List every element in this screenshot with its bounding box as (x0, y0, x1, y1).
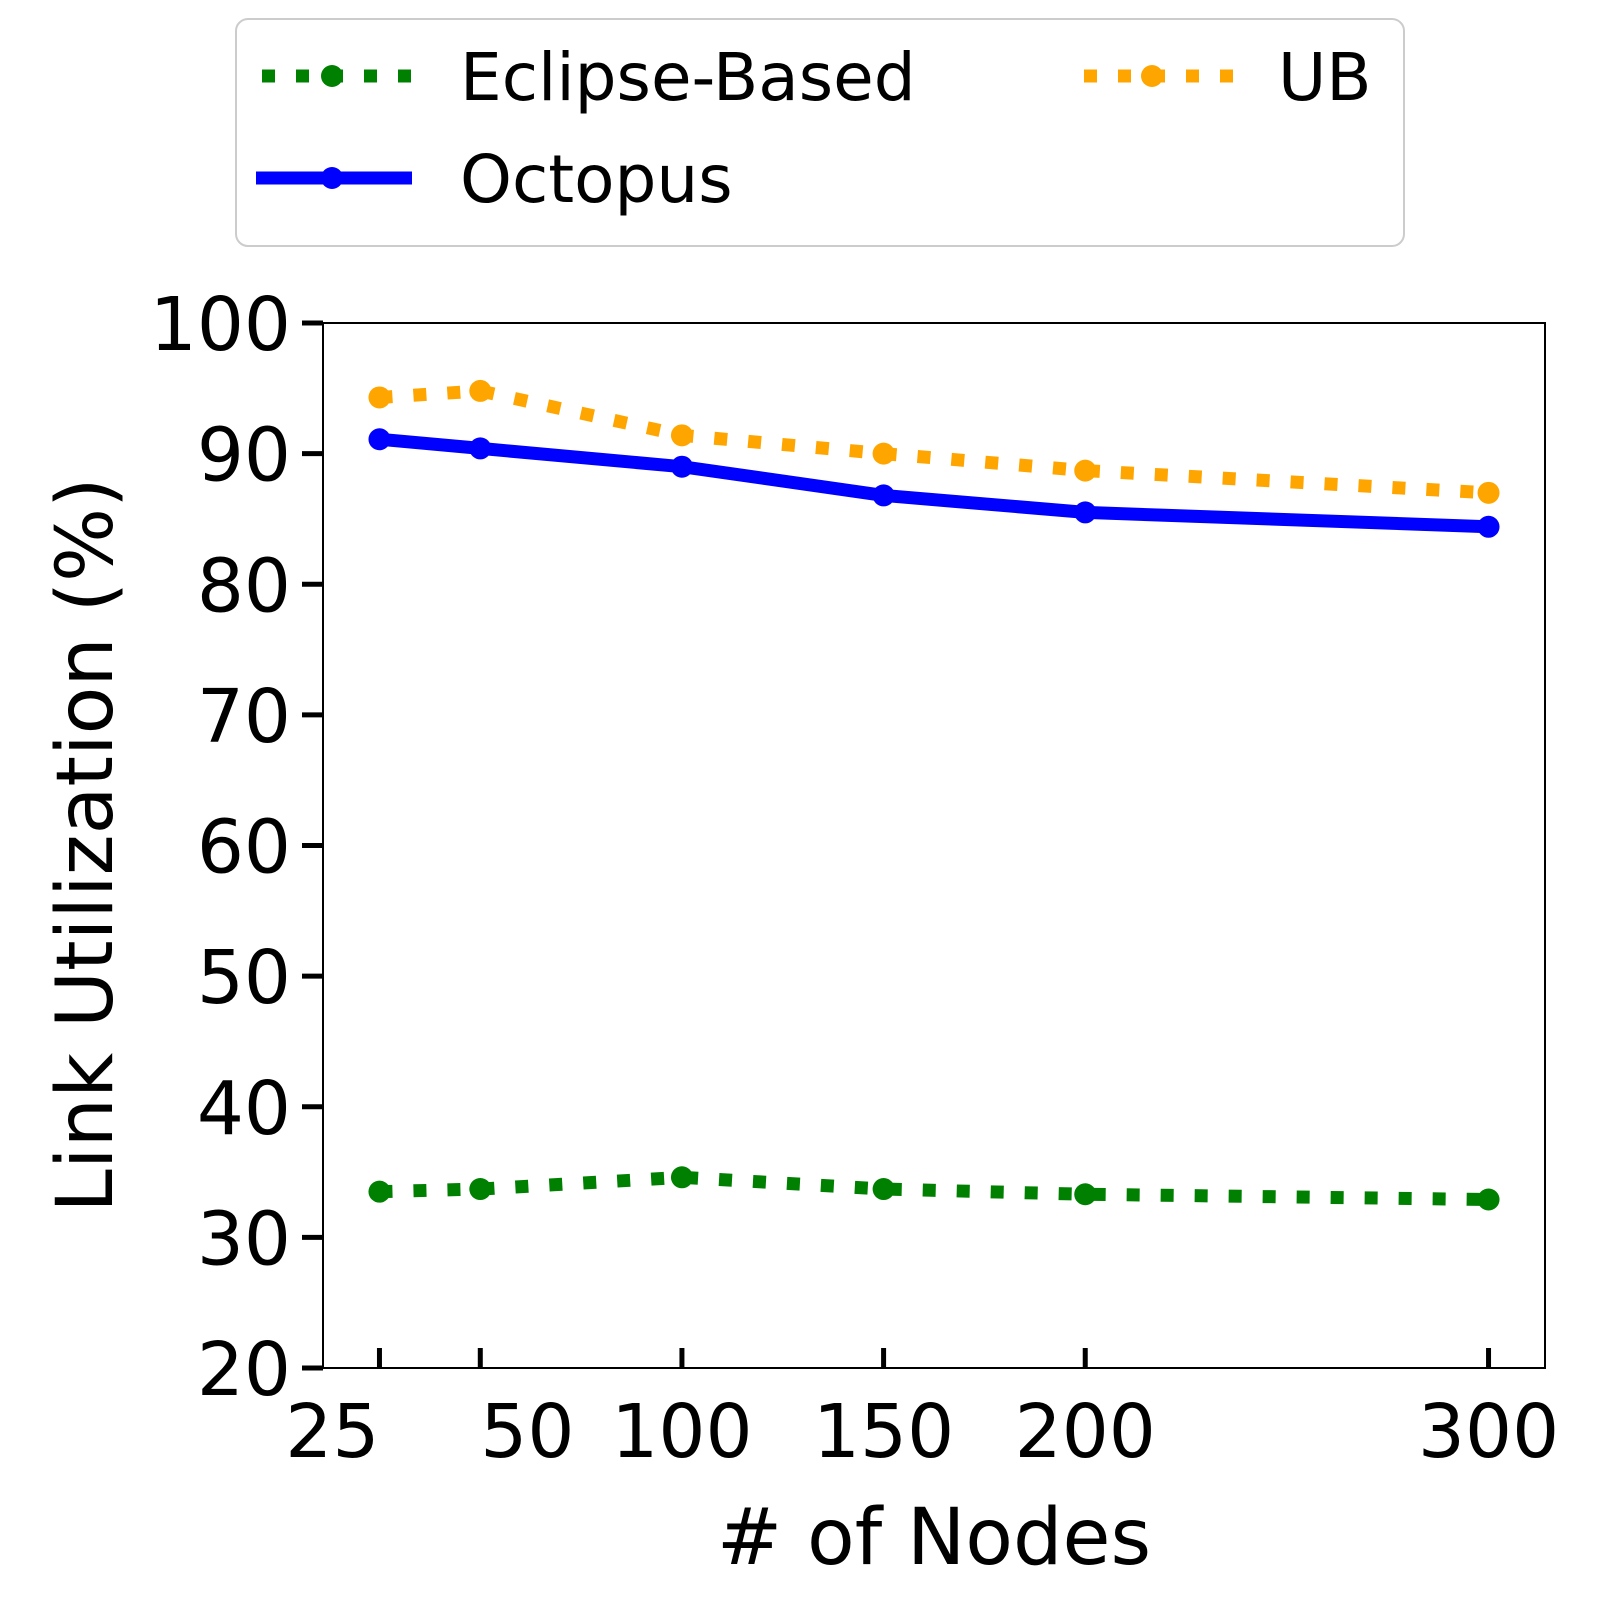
data-point-octopus (872, 484, 895, 507)
legend-item-ub: UB (1084, 39, 1372, 116)
legend-marker-octopus (321, 167, 343, 189)
data-point-octopus (469, 437, 492, 460)
data-point-ub (1074, 459, 1097, 482)
legend: Eclipse-Based Octopus UB (235, 18, 1405, 247)
y-tick-label: 80 (197, 543, 291, 629)
legend-marker-ub (1141, 65, 1163, 87)
y-tick-label: 60 (197, 805, 291, 891)
y-tick-label: 20 (197, 1327, 291, 1413)
x-tick-label: 300 (1418, 1389, 1559, 1475)
y-tick-label: 70 (197, 674, 291, 760)
data-point-ub (670, 424, 693, 447)
data-point-eclipse-based (1074, 1183, 1097, 1206)
data-point-eclipse-based (670, 1166, 693, 1189)
data-point-eclipse-based (368, 1180, 391, 1203)
y-axis-title: Link Utilization (%) (41, 477, 131, 1212)
legend-label-octopus: Octopus (460, 141, 733, 218)
legend-item-octopus: Octopus (256, 141, 733, 218)
y-tick-label: 40 (197, 1066, 291, 1152)
legend-label-eclipse-based: Eclipse-Based (460, 39, 916, 116)
legend-marker-eclipse-based (321, 65, 343, 87)
series-line-eclipse-based (379, 1170, 1489, 1206)
axis-ticks: 20 30 40 50 60 70 80 90 100 25 50 100 150 200 300 (150, 282, 1559, 1475)
x-tick-label: 50 (480, 1389, 574, 1475)
data-point-ub (872, 442, 895, 465)
x-axis-title: # of Nodes (717, 1493, 1151, 1583)
data-point-ub (368, 386, 391, 409)
y-tick-label: 30 (197, 1196, 291, 1282)
data-point-ub (469, 379, 492, 402)
x-tick-label: 200 (1015, 1389, 1156, 1475)
x-tick-label: 100 (611, 1389, 752, 1475)
x-tick-label: 150 (813, 1389, 954, 1475)
legend-item-eclipse-based: Eclipse-Based (262, 39, 916, 116)
data-point-eclipse-based (872, 1178, 895, 1201)
data-point-eclipse-based (1477, 1188, 1500, 1211)
data-point-octopus (1074, 501, 1097, 524)
legend-label-ub: UB (1278, 39, 1372, 116)
series-line-octopus (378, 432, 1489, 534)
y-tick-label: 50 (197, 935, 291, 1021)
series-layer (368, 379, 1500, 1211)
series-line-ub (379, 384, 1489, 500)
data-point-ub (1477, 481, 1500, 504)
data-point-octopus (1477, 515, 1500, 538)
data-point-octopus (368, 428, 391, 451)
legend-frame (235, 18, 1405, 247)
y-tick-label: 100 (150, 282, 291, 368)
data-point-octopus (670, 455, 693, 478)
x-tick-label: 25 (285, 1389, 379, 1475)
data-point-eclipse-based (469, 1178, 492, 1201)
y-tick-label: 90 (197, 413, 291, 499)
